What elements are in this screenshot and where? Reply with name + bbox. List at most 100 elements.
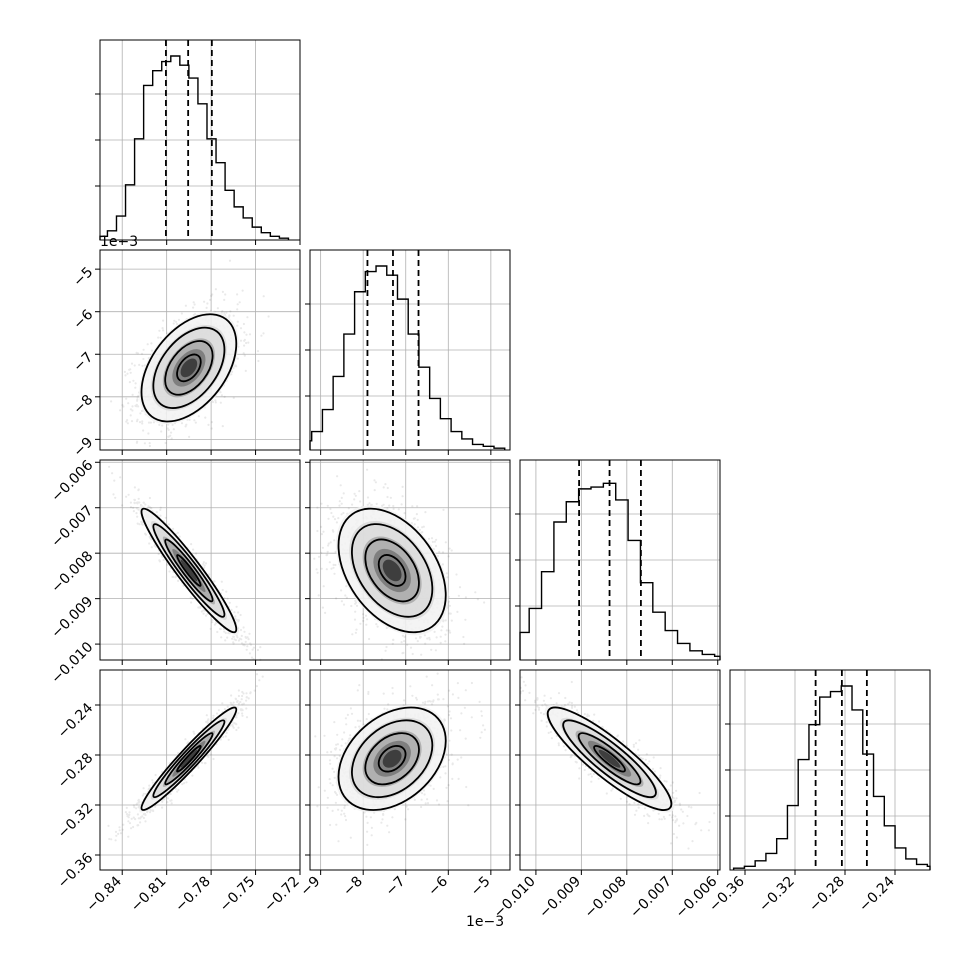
sample-point <box>324 611 327 615</box>
sample-point <box>139 821 142 824</box>
sample-point <box>449 612 452 615</box>
sample-point <box>135 351 138 354</box>
sample-point <box>243 344 246 347</box>
sample-point <box>237 619 240 622</box>
sample-point <box>392 638 395 642</box>
sample-point <box>416 505 419 508</box>
panel-frame <box>309 249 511 451</box>
scatter-panel-2-1 <box>305 459 511 665</box>
sample-point <box>168 570 171 573</box>
sample-point <box>216 630 219 634</box>
sample-point <box>128 822 132 825</box>
x-tick-label: −0.32 <box>756 874 798 916</box>
histogram-step <box>309 265 506 450</box>
sample-point <box>220 394 223 397</box>
sample-point <box>242 692 245 695</box>
sample-point <box>240 698 243 701</box>
sample-point <box>342 603 346 606</box>
sample-point <box>322 530 325 533</box>
sample-point <box>400 641 403 644</box>
panel-frame <box>99 459 301 661</box>
sample-point <box>199 605 202 608</box>
sample-point <box>226 597 229 600</box>
sample-point <box>450 619 453 622</box>
panel-frame <box>99 39 301 241</box>
sample-point <box>204 562 208 565</box>
sample-point <box>135 405 138 408</box>
sample-point <box>148 535 151 538</box>
sample-point <box>204 416 207 419</box>
sample-point <box>137 405 140 408</box>
sample-point <box>438 550 441 554</box>
y-tick-label: −0.010 <box>48 639 96 687</box>
sample-point <box>149 537 152 540</box>
sample-point <box>147 432 150 435</box>
sample-point <box>211 618 214 622</box>
sample-point <box>327 517 330 520</box>
sample-point <box>448 629 451 632</box>
sample-point <box>376 625 379 628</box>
sample-point <box>129 506 133 509</box>
sample-point <box>138 421 142 424</box>
sample-point <box>188 435 191 438</box>
sample-point <box>424 642 427 645</box>
sample-point <box>317 555 321 558</box>
sample-point <box>333 518 337 521</box>
sample-point <box>157 552 160 556</box>
sample-point <box>447 555 450 558</box>
sample-point <box>132 510 135 513</box>
density-contour <box>164 340 214 396</box>
sample-point <box>330 511 333 515</box>
sample-point <box>238 301 241 304</box>
sample-point <box>144 532 147 535</box>
sample-point <box>192 301 195 304</box>
sample-point <box>365 623 368 626</box>
sample-point <box>157 336 160 339</box>
sample-point <box>133 502 136 505</box>
sample-point <box>355 628 358 631</box>
scatter-panel-1-0: −9−8−7−6−5 <box>70 249 301 460</box>
sample-point <box>137 489 140 492</box>
sample-point <box>409 646 413 649</box>
y-tick-label: −0.006 <box>48 457 96 505</box>
sample-point <box>411 652 414 656</box>
sample-point <box>260 334 263 337</box>
sample-point <box>444 541 447 544</box>
sample-point <box>236 320 239 323</box>
y-tick-label: −0.24 <box>55 700 97 742</box>
sample-point <box>256 648 259 652</box>
sample-point <box>212 714 215 717</box>
sample-point <box>169 434 172 437</box>
y-tick-label: −8 <box>70 392 96 418</box>
sample-point <box>138 523 141 526</box>
sample-point <box>448 547 451 550</box>
sample-point <box>320 525 323 529</box>
sample-point <box>353 498 356 501</box>
sample-point <box>331 529 334 532</box>
sample-point <box>144 503 147 506</box>
x-tick-label: −0.81 <box>128 874 170 916</box>
sample-point <box>242 352 245 355</box>
sample-point <box>215 622 218 625</box>
sample-point <box>132 506 135 509</box>
sample-point <box>119 476 122 479</box>
sample-point <box>313 557 316 560</box>
sample-point <box>368 502 371 505</box>
sample-point <box>245 699 248 702</box>
sample-point <box>223 298 226 301</box>
sample-point <box>353 492 356 495</box>
sample-point <box>142 429 145 432</box>
sample-point <box>242 626 245 629</box>
sample-point <box>114 839 117 842</box>
sample-point <box>317 594 320 597</box>
sample-point <box>385 645 388 649</box>
sample-point <box>351 503 354 506</box>
y-tick-label: −0.28 <box>55 750 97 792</box>
sample-point <box>185 423 188 426</box>
sample-point <box>242 643 245 646</box>
sample-point <box>188 418 191 421</box>
sample-point <box>362 619 365 623</box>
sample-point <box>245 636 248 640</box>
sample-point <box>228 314 231 317</box>
sample-point <box>221 425 224 428</box>
